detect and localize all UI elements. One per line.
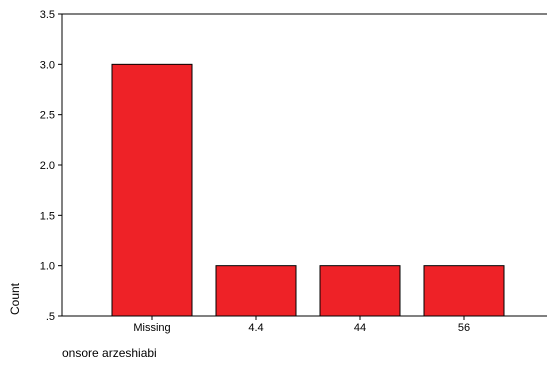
- x-tick-label: 56: [458, 322, 470, 334]
- x-tick-label: Missing: [133, 322, 170, 334]
- x-ticks-layer: Missing 4.4 44 56: [133, 316, 470, 334]
- x-axis-title: onsore arzeshiabi: [62, 346, 157, 360]
- y-ticks-layer: .5 1.0 1.5 2.0 2.5 3.0 3.5: [40, 9, 62, 323]
- y-tick-label: 3.5: [40, 9, 55, 21]
- y-tick-label: 2.0: [40, 160, 55, 172]
- y-axis-title: Count: [8, 282, 22, 315]
- y-tick-label: 2.5: [40, 110, 55, 122]
- bar: [215, 265, 297, 317]
- y-tick-label: 1.5: [40, 210, 55, 222]
- x-tick-label: 44: [354, 322, 366, 334]
- y-tick-label: .5: [46, 311, 55, 323]
- y-tick-label: 3.0: [40, 59, 55, 71]
- bar: [319, 265, 401, 317]
- bar: [423, 265, 505, 317]
- bars-layer: [111, 63, 505, 317]
- x-tick-label: 4.4: [248, 322, 263, 334]
- y-tick-label: 1.0: [40, 261, 55, 273]
- bar: [111, 63, 193, 317]
